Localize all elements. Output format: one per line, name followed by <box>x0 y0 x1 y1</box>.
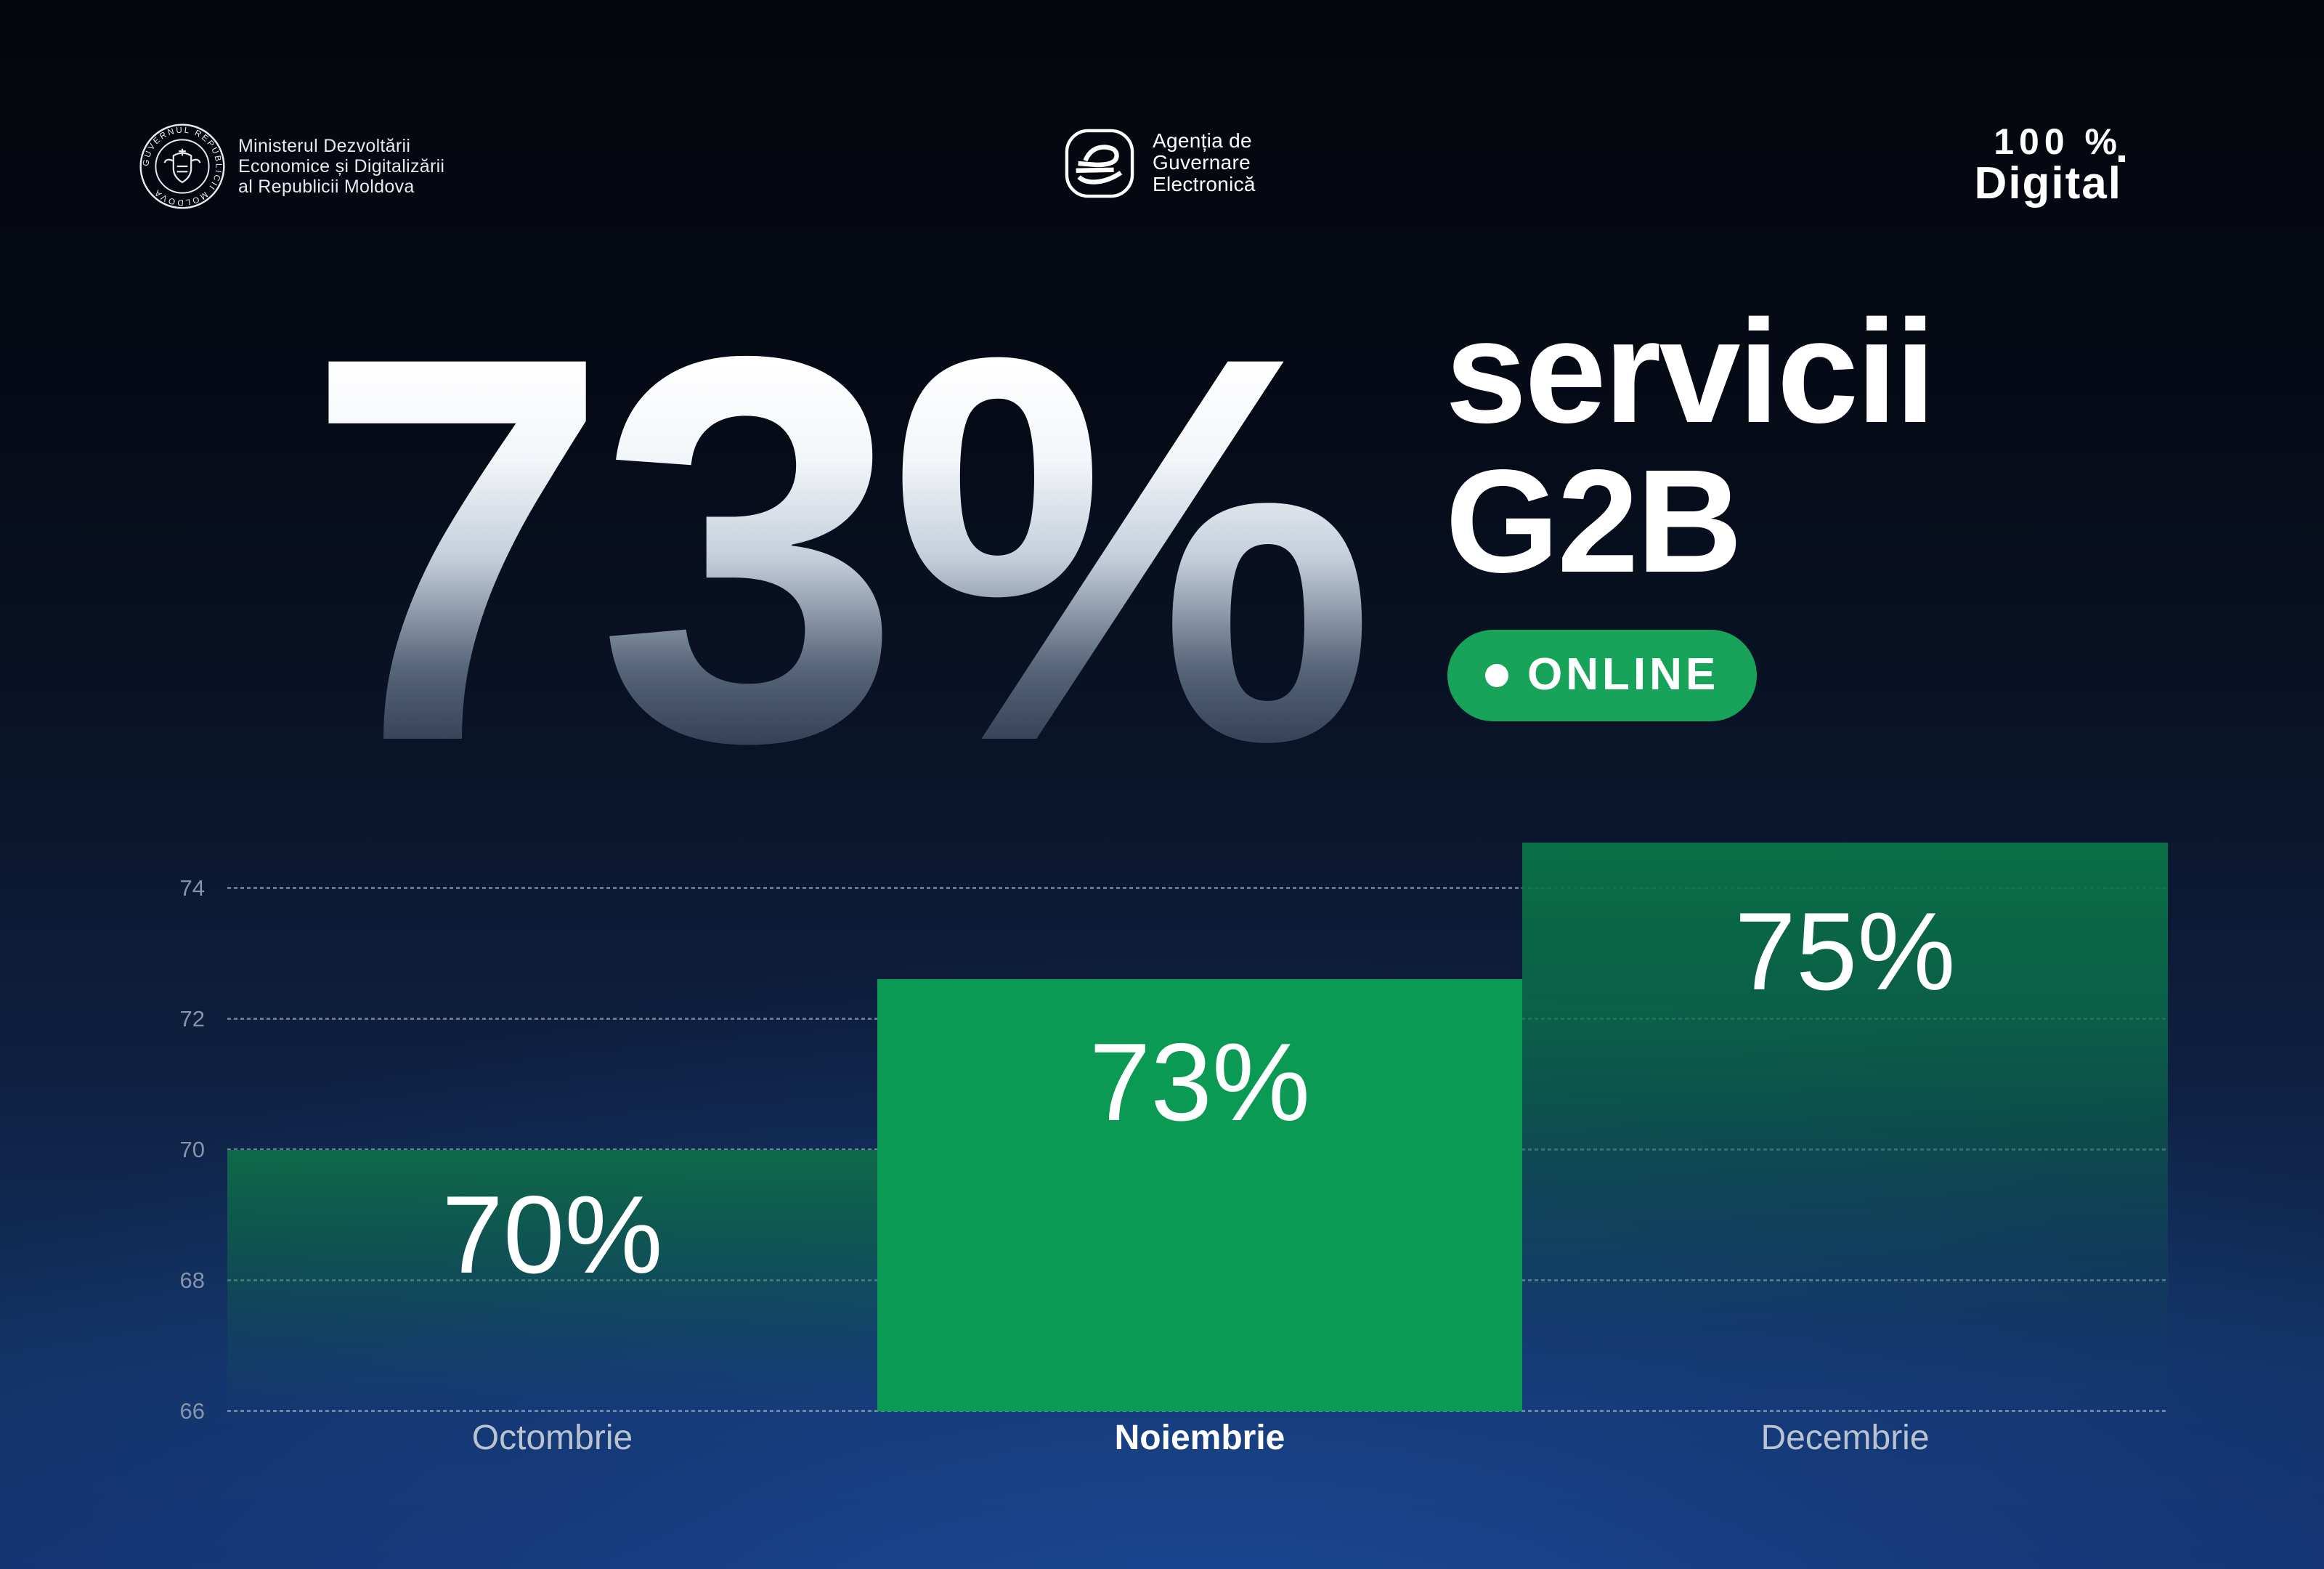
ytick-72: 72 <box>179 1006 205 1031</box>
hundred-percent-digital-logo: 100 % Digital <box>1975 121 2125 206</box>
bar-value-octombrie: 70% <box>442 1173 663 1297</box>
age-e-icon <box>1065 129 1134 198</box>
bar-decembrie <box>1522 843 2168 1411</box>
ministry-logo-lockup: GUVERNUL REPUBLICII MOLDOVA Ministerul D… <box>138 122 444 211</box>
ytick-68: 68 <box>179 1268 205 1293</box>
gridline-74 <box>227 887 2168 889</box>
ytick-70: 70 <box>179 1137 205 1162</box>
headline-title: servicii G2B <box>1445 289 1935 603</box>
ministry-name: Ministerul Dezvoltării Economice și Digi… <box>238 136 444 197</box>
xlabel-noiembrie: Noiembrie <box>1114 1419 1285 1457</box>
ministry-name-line2: Economice și Digitalizării <box>238 156 445 177</box>
government-seal-icon: GUVERNUL REPUBLICII MOLDOVA <box>139 123 225 209</box>
bar-noiembrie <box>877 979 1522 1411</box>
online-badge-label: ONLINE <box>1527 649 1720 700</box>
brand-100-line: 100 % <box>1994 121 2122 162</box>
age-name-line3: Electronică <box>1153 173 1256 195</box>
bar-value-noiembrie: 73% <box>1089 1021 1311 1144</box>
brand-dot-mark <box>2118 155 2125 162</box>
brand-digital-line: Digital <box>1975 155 2125 206</box>
ytick-74: 74 <box>179 875 205 901</box>
ytick-66: 66 <box>179 1398 205 1424</box>
bar-octombrie <box>227 1150 877 1411</box>
online-dot-icon <box>1485 664 1508 687</box>
ministry-name-line1: Ministerul Dezvoltării <box>238 136 411 156</box>
headline-title-line1: servicii <box>1445 289 1935 453</box>
headline-percentage: 73% <box>305 243 1376 855</box>
ministry-name-line3: al Republicii Moldova <box>238 177 415 197</box>
age-name: Agenția de Guvernare Electronică <box>1153 128 1256 195</box>
age-name-line2: Guvernare <box>1153 151 1251 174</box>
age-name-line1: Agenția de <box>1153 129 1252 152</box>
online-badge: ONLINE <box>1447 630 1758 721</box>
bar-value-decembrie: 75% <box>1734 890 1956 1013</box>
headline-title-line2: G2B <box>1445 439 1742 603</box>
xlabel-octombrie: Octombrie <box>471 1419 633 1457</box>
xlabel-decembrie: Decembrie <box>1760 1419 1930 1457</box>
coat-of-arms-icon <box>163 148 201 184</box>
age-logo-lockup: Agenția de Guvernare Electronică <box>1064 128 1256 199</box>
